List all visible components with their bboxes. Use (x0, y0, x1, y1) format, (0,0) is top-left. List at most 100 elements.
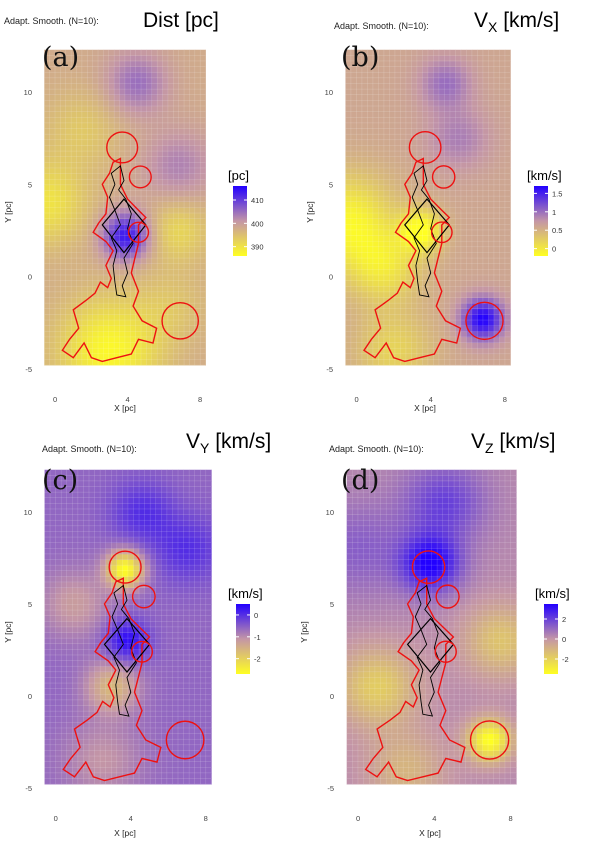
heatmap-cell-c (105, 739, 112, 746)
heatmap-cell-b (466, 252, 473, 259)
heatmap-cell-c (72, 761, 79, 768)
heatmap-cell-a (130, 72, 137, 79)
heatmap-cell-c (161, 772, 168, 779)
heatmap-cell-b (372, 60, 379, 67)
heatmap-cell-c (122, 508, 129, 515)
heatmap-cell-c (105, 744, 112, 751)
heatmap-cell-b (383, 89, 390, 96)
heatmap-cell-b (356, 331, 363, 338)
heatmap-cell-c (55, 750, 62, 757)
heatmap-cell-c (144, 570, 151, 577)
heatmap-cell-a (124, 291, 131, 298)
heatmap-cell-b (460, 218, 467, 225)
heatmap-cell-b (488, 145, 495, 152)
heatmap-cell-c (66, 559, 73, 566)
heatmap-cell-b (361, 314, 368, 321)
heatmap-cell-c (161, 654, 168, 661)
heatmap-cell-a (167, 89, 174, 96)
heatmap-cell-b (345, 218, 352, 225)
heatmap-cell-a (114, 353, 120, 360)
heatmap-cell-b (350, 303, 357, 310)
heatmap-cell-a (71, 66, 77, 73)
heatmap-cell-b (427, 77, 434, 84)
heatmap-cell-b (383, 66, 390, 73)
heatmap-cell-c (144, 537, 151, 544)
heatmap-cell-a (87, 196, 94, 203)
heatmap-cell-b (427, 263, 434, 270)
heatmap-cell-c (89, 761, 95, 768)
heatmap-cell-a (124, 308, 131, 315)
heatmap-cell-a (76, 274, 83, 281)
heatmap-cell-a (87, 201, 94, 208)
heatmap-cell-c (61, 508, 68, 515)
heatmap-cell-c (77, 559, 84, 566)
heatmap-cell-b (493, 201, 500, 208)
heatmap-cell-c (83, 683, 90, 690)
heatmap-cell-b (361, 89, 368, 96)
heatmap-cell-b (466, 246, 473, 253)
heatmap-cell-a (135, 196, 142, 203)
heatmap-cell-c (100, 705, 107, 712)
heatmap-cell-c (50, 587, 57, 594)
heatmap-cell-b (488, 83, 495, 90)
heatmap-cell-b (400, 291, 407, 298)
heatmap-cell-a (119, 213, 126, 220)
heatmap-cell-b (361, 224, 368, 231)
heatmap-cell-b (356, 83, 363, 90)
heatmap-cell-a (108, 314, 115, 321)
heatmap-cell-c (50, 643, 57, 650)
heatmap-cell-a (92, 89, 99, 96)
heatmap-cell-a (44, 246, 51, 253)
heatmap-cell-a (119, 72, 126, 79)
heatmap-cell-a (60, 297, 67, 304)
heatmap-cell-b (477, 235, 484, 242)
heatmap-cell-b (455, 229, 462, 236)
heatmap-cell-c (61, 503, 68, 510)
heatmap-cell-b (394, 60, 401, 67)
heatmap-cell-a (114, 49, 120, 56)
heatmap-cell-c (66, 733, 73, 740)
heatmap-cell-a (98, 128, 104, 135)
heatmap-cell-c (166, 581, 173, 588)
heatmap-cell-c (100, 565, 107, 572)
heatmap-cell-a (141, 173, 147, 180)
heatmap-cell-c (61, 486, 68, 493)
heatmap-cell-b (367, 77, 374, 84)
heatmap-cell-b (466, 128, 473, 135)
heatmap-cell-a (124, 241, 131, 248)
heatmap-cell-a (151, 235, 158, 242)
heatmap-cell-b (482, 66, 489, 73)
heatmap-cell-a (189, 196, 196, 203)
heatmap-cell-b (466, 280, 473, 287)
x-tick-label-b: 8 (503, 395, 507, 404)
heatmap-cell-a (98, 134, 104, 141)
heatmap-cell-c (155, 654, 162, 661)
heatmap-cell-b (367, 190, 374, 197)
heatmap-cell-a (114, 196, 120, 203)
heatmap-cell-c (89, 744, 95, 751)
heatmap-cell-b (394, 122, 401, 129)
heatmap-cell-c (61, 480, 68, 487)
heatmap-cell-a (49, 224, 56, 231)
heatmap-cell-a (189, 246, 196, 253)
heatmap-cell-b (345, 291, 352, 298)
heatmap-cell-a (44, 274, 51, 281)
heatmap-cell-b (394, 111, 401, 118)
heatmap-cell-b (488, 314, 495, 321)
heatmap-cell-c (111, 469, 118, 476)
heatmap-cell-c (100, 537, 107, 544)
heatmap-cell-a (49, 49, 56, 56)
heatmap-cell-c (44, 705, 51, 712)
heatmap-cell-c (66, 767, 73, 774)
heatmap-cell-b (350, 72, 357, 79)
heatmap-cell-c (172, 525, 179, 532)
heatmap-cell-c (89, 767, 95, 774)
heatmap-cell-a (81, 190, 88, 197)
heatmap-cell-c (100, 553, 107, 560)
heatmap-cell-c (139, 514, 146, 521)
heatmap-cell-c (166, 559, 173, 566)
heatmap-cell-b (416, 184, 423, 191)
heatmap-cell-c (139, 615, 146, 622)
heatmap-cell-c (44, 632, 51, 639)
heatmap-cell-c (55, 716, 62, 723)
